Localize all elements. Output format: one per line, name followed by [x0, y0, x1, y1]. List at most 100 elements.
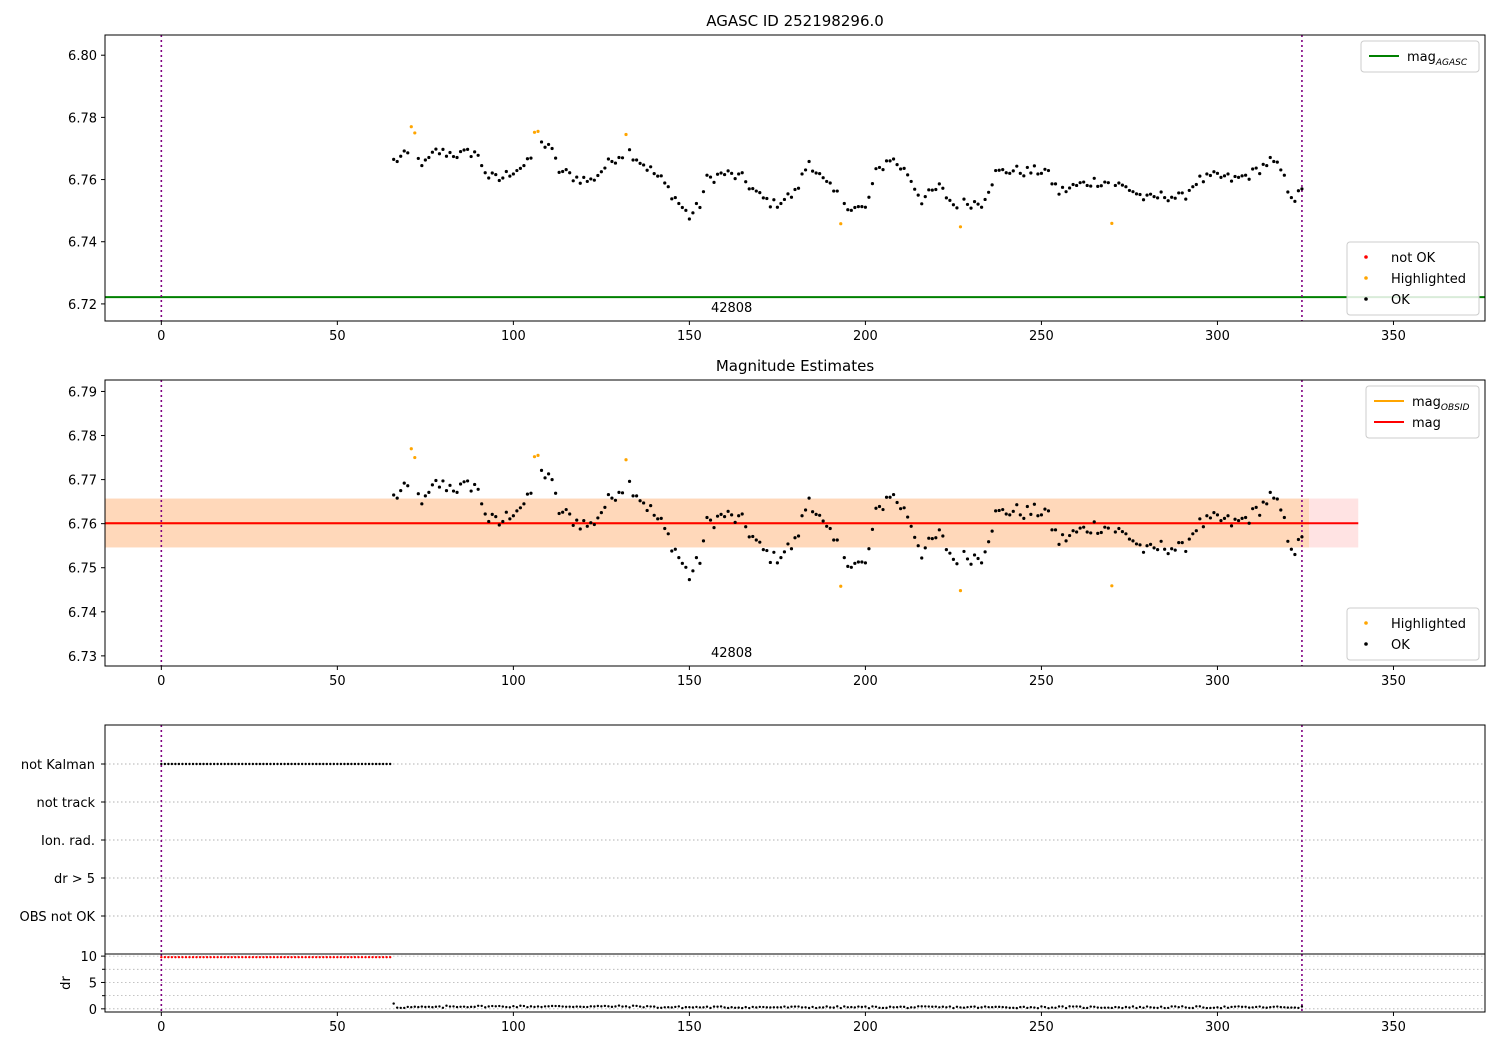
data-point — [733, 520, 737, 524]
x-tick-label: 100 — [501, 674, 526, 689]
data-point — [188, 955, 191, 959]
data-point — [589, 177, 593, 181]
data-point — [849, 565, 853, 569]
data-point — [870, 527, 875, 531]
data-point — [1089, 184, 1093, 188]
data-point — [842, 201, 846, 206]
data-point — [1237, 1005, 1240, 1008]
data-point — [983, 550, 987, 554]
data-point — [825, 179, 829, 184]
data-point — [163, 762, 167, 766]
data-point — [793, 187, 797, 192]
data-point — [969, 562, 973, 566]
data-point — [1163, 547, 1167, 551]
data-point — [353, 762, 357, 766]
legend-label: OK — [1391, 638, 1410, 653]
data-point — [564, 1005, 568, 1008]
data-point — [839, 1006, 842, 1010]
data-point — [660, 1006, 663, 1010]
data-point — [1071, 182, 1075, 187]
data-point — [846, 208, 850, 212]
data-point — [1208, 173, 1213, 178]
data-point — [1106, 526, 1110, 530]
data-point — [1188, 1006, 1191, 1010]
data-point — [357, 955, 360, 959]
data-point — [980, 1006, 983, 1009]
x-tick-label: 150 — [677, 329, 702, 344]
data-point — [811, 169, 815, 173]
data-point — [677, 201, 681, 206]
data-point — [1096, 184, 1100, 188]
data-point — [596, 1004, 600, 1008]
data-point — [325, 955, 328, 959]
data-point — [909, 524, 913, 528]
data-point — [1060, 185, 1065, 189]
data-point — [564, 507, 568, 512]
data-point — [638, 499, 642, 503]
data-point — [864, 1005, 867, 1008]
data-point — [677, 1005, 681, 1008]
data-point — [923, 195, 927, 199]
data-point — [1022, 174, 1026, 178]
data-point — [917, 1005, 920, 1008]
data-point — [825, 524, 829, 528]
legend-dot-swatch — [1364, 297, 1368, 301]
data-point — [1015, 503, 1019, 507]
data-point — [1117, 526, 1121, 531]
data-point — [557, 170, 561, 175]
data-point — [585, 524, 589, 528]
data-point — [726, 169, 730, 173]
data-point — [983, 197, 987, 202]
data-point — [1300, 187, 1304, 191]
data-point — [885, 1006, 888, 1010]
data-point — [1251, 1006, 1254, 1009]
data-point — [1254, 505, 1258, 509]
data-point — [561, 510, 565, 514]
data-point — [705, 515, 709, 520]
data-point — [160, 955, 163, 959]
data-point — [1159, 190, 1163, 194]
data-point — [1067, 186, 1072, 190]
data-point — [691, 211, 695, 215]
data-point — [1120, 183, 1124, 187]
data-point — [434, 147, 438, 151]
data-point — [733, 1006, 737, 1009]
data-point — [413, 131, 417, 135]
data-point — [681, 1006, 684, 1010]
data-point — [1004, 171, 1008, 175]
x-tick-label: 100 — [501, 329, 526, 344]
x-tick-label: 350 — [1381, 329, 1406, 344]
data-point — [402, 149, 406, 153]
data-point — [526, 1005, 529, 1009]
data-point — [631, 158, 635, 162]
data-point — [1279, 1005, 1283, 1009]
data-point — [518, 166, 523, 170]
data-point — [550, 146, 554, 151]
data-point — [814, 171, 818, 175]
data-point — [571, 523, 575, 528]
data-point — [1258, 1005, 1261, 1008]
data-point — [286, 762, 290, 766]
chart-title: Magnitude Estimates — [716, 357, 874, 375]
data-point — [1170, 1005, 1173, 1008]
data-point — [1039, 171, 1044, 175]
data-point — [804, 1006, 807, 1009]
data-point — [656, 517, 660, 521]
data-point — [807, 159, 811, 164]
data-point — [849, 208, 853, 212]
data-point — [1170, 195, 1174, 199]
data-point — [634, 158, 639, 162]
data-point — [1106, 181, 1110, 185]
data-point — [856, 205, 860, 209]
data-point — [782, 550, 787, 554]
data-point — [649, 1005, 652, 1008]
x-tick-label: 250 — [1029, 329, 1054, 344]
data-point — [990, 183, 994, 187]
data-point — [339, 762, 343, 766]
data-point — [617, 155, 621, 160]
data-point — [811, 510, 815, 514]
data-point — [1060, 533, 1065, 537]
data-point — [568, 171, 572, 175]
data-point — [473, 1005, 476, 1009]
data-point — [1233, 517, 1237, 521]
